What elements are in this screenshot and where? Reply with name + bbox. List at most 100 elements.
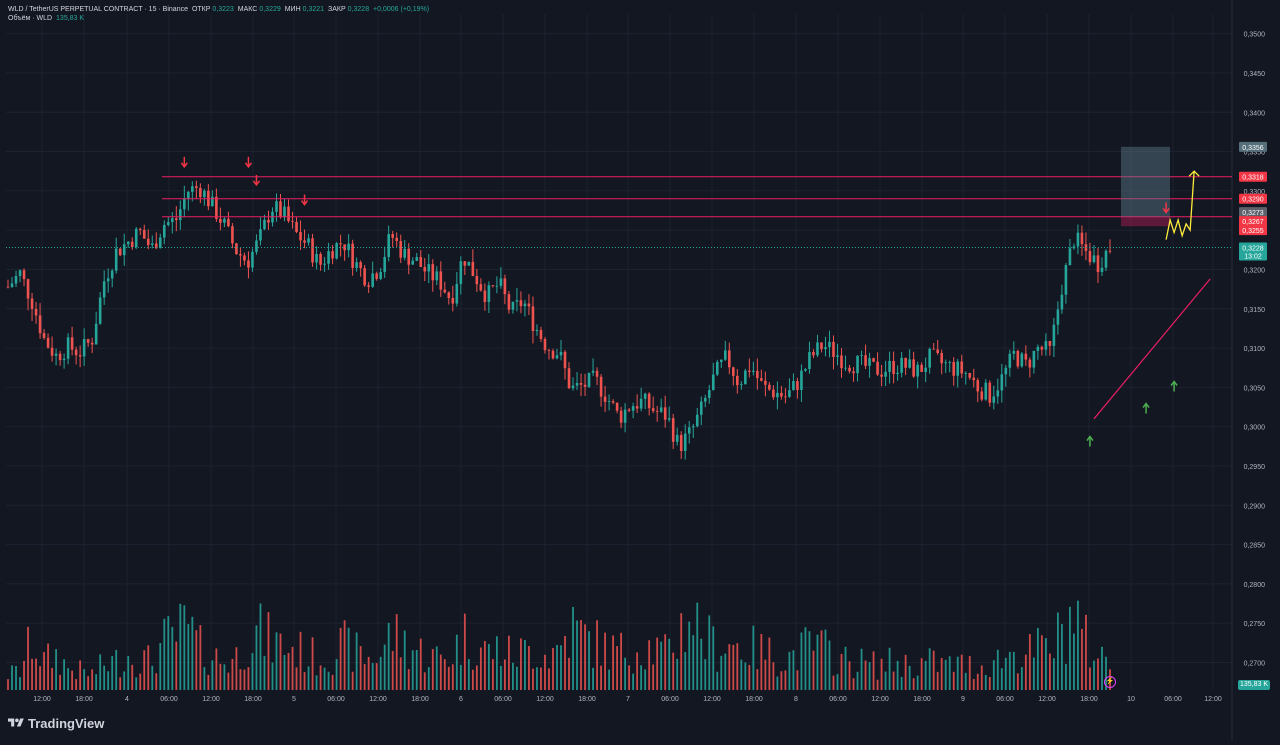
candle-body xyxy=(459,261,463,284)
candle-body xyxy=(10,283,14,287)
volume-bar xyxy=(748,665,751,690)
tradingview-brand[interactable]: TradingView xyxy=(8,714,104,732)
volume-bar xyxy=(331,674,334,690)
volume-bar xyxy=(564,635,566,690)
volume-bar xyxy=(1000,668,1003,690)
candle-body xyxy=(583,384,587,387)
price-label: 0,3273 xyxy=(1242,210,1264,217)
volume-bar xyxy=(291,646,294,690)
candle-body xyxy=(944,362,947,364)
candle-body xyxy=(451,298,455,304)
volume-bar xyxy=(39,666,41,690)
volume-bar xyxy=(948,656,951,690)
candle-body xyxy=(150,243,154,245)
candle-body xyxy=(215,196,218,219)
candle-body xyxy=(467,261,471,266)
candle-body xyxy=(162,224,166,238)
x-tick-label: 06:00 xyxy=(160,696,178,703)
candle-body xyxy=(800,370,803,390)
candle-body xyxy=(419,256,423,267)
volume-bar xyxy=(704,659,707,690)
volume-bar xyxy=(680,613,683,690)
lightning-icon[interactable]: ⚡ xyxy=(1104,676,1116,688)
symbol-title[interactable]: WLD / TetherUS PERPETUAL CONTRACT · 15 ·… xyxy=(8,6,188,13)
volume-bar xyxy=(391,651,394,690)
high-label: МАКС xyxy=(237,6,258,13)
x-tick-label: 12:00 xyxy=(202,696,220,703)
high-value: 0,3229 xyxy=(259,6,281,13)
candle-body xyxy=(1072,246,1076,249)
candle-body xyxy=(259,229,262,241)
volume-bar xyxy=(351,671,354,690)
candle-body xyxy=(952,361,956,376)
volume-bar xyxy=(443,659,446,690)
x-tick-label: 06:00 xyxy=(1164,696,1182,703)
candle-body xyxy=(439,271,443,290)
volume-bar xyxy=(608,669,610,690)
volume-bar xyxy=(908,665,911,690)
candle-body xyxy=(523,303,527,307)
candle-body xyxy=(619,410,623,423)
volume-bar xyxy=(479,647,482,690)
candle-body xyxy=(1108,250,1112,252)
volume-bar xyxy=(435,646,438,690)
volume-bar xyxy=(868,662,871,690)
candle-body xyxy=(824,347,827,350)
volume-bar xyxy=(27,626,29,690)
candle-body xyxy=(752,370,755,372)
candle-body xyxy=(699,401,703,415)
volume-bar xyxy=(315,675,318,690)
volume-bar xyxy=(199,625,202,690)
candle-body xyxy=(904,357,907,368)
volume-bar xyxy=(892,671,895,690)
x-tick-label: 12:00 xyxy=(871,696,889,703)
volume-bar xyxy=(451,664,454,690)
candle-body xyxy=(251,251,254,268)
volume-bar xyxy=(540,667,542,690)
candle-body xyxy=(78,355,82,357)
volume-bar xyxy=(980,665,983,690)
volume-badge: 135,83 K xyxy=(1238,680,1270,690)
volume-bar xyxy=(1024,654,1027,690)
volume-bar xyxy=(43,652,45,690)
price-label-bg xyxy=(1239,207,1267,218)
volume-bar xyxy=(844,646,847,690)
stop-zone xyxy=(1121,216,1170,227)
volume-bar xyxy=(151,665,154,690)
volume-bar xyxy=(848,661,851,690)
candle-body xyxy=(711,374,715,391)
volume-bar xyxy=(411,650,414,690)
volume-bar xyxy=(135,677,138,690)
candle-body xyxy=(311,238,314,263)
candle-body xyxy=(146,238,150,245)
volume-bar xyxy=(896,660,899,690)
volume-bar xyxy=(127,655,130,690)
candle-body xyxy=(507,294,511,310)
y-tick-label: 0,3200 xyxy=(1244,267,1266,274)
volume-bar xyxy=(1101,646,1103,690)
volume-label[interactable]: Объём · WLD xyxy=(8,15,53,22)
volume-bar xyxy=(187,624,190,690)
volume-bar xyxy=(87,676,90,690)
candle-body xyxy=(740,384,743,386)
candle-body xyxy=(1008,353,1012,368)
volume-bar xyxy=(259,603,262,690)
candle-body xyxy=(980,391,984,400)
candle-body xyxy=(118,248,122,256)
volume-bar xyxy=(696,602,699,690)
candle-body xyxy=(379,272,382,279)
volume-bar xyxy=(624,657,627,690)
candle-body xyxy=(587,372,591,387)
candle-body xyxy=(892,360,895,375)
projection-path xyxy=(1165,171,1195,240)
price-label: 0,3267 xyxy=(1242,219,1264,226)
y-tick-label: 0,2800 xyxy=(1244,582,1266,589)
price-label-bg xyxy=(1239,216,1267,227)
volume-bar xyxy=(271,662,274,690)
volume-bar xyxy=(55,649,57,690)
volume-bar xyxy=(548,668,550,690)
candle-body xyxy=(928,348,931,368)
candle-body xyxy=(635,406,639,409)
candle-body xyxy=(515,300,519,302)
